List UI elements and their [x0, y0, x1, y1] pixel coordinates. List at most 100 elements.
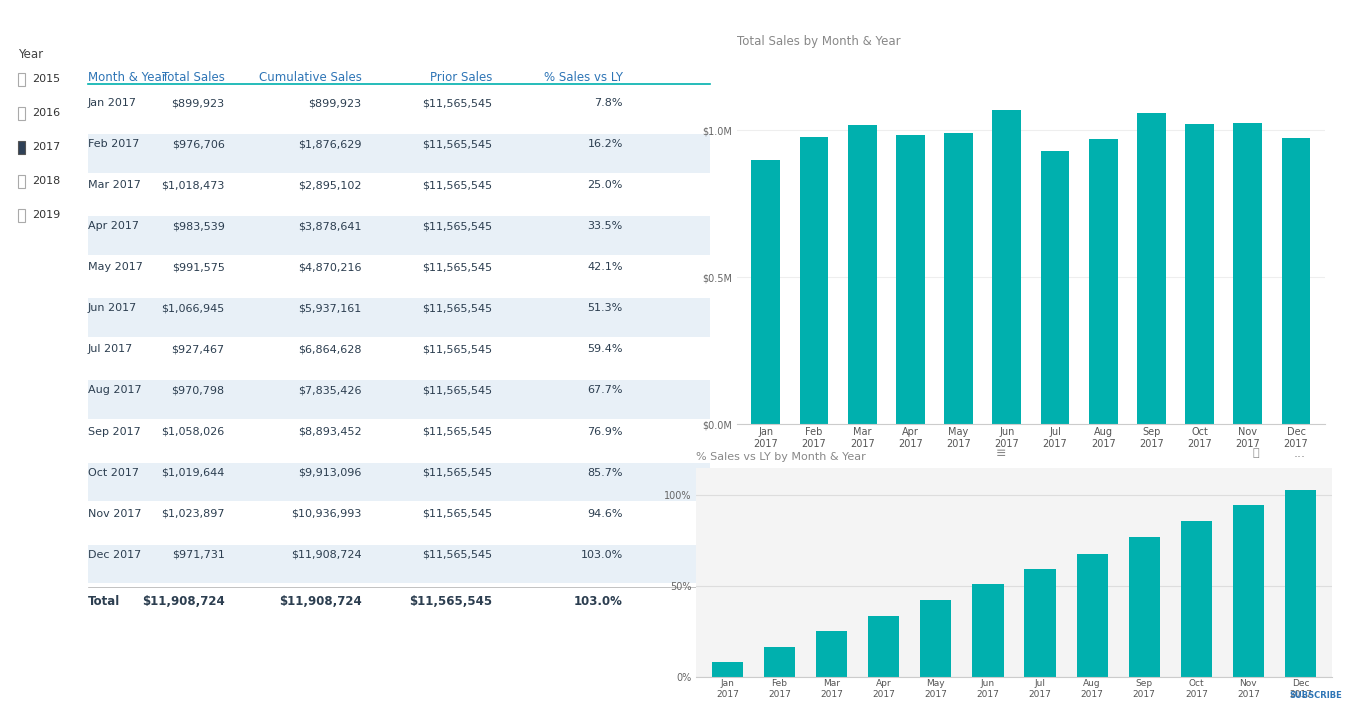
Text: $11,908,724: $11,908,724 [291, 550, 361, 560]
Bar [764, 647, 795, 677]
Bar [18, 209, 24, 221]
Text: $971,731: $971,731 [172, 550, 224, 560]
Bar [1137, 113, 1165, 424]
Bar [817, 631, 848, 677]
Text: 103.0%: 103.0% [573, 595, 623, 607]
Text: $1,876,629: $1,876,629 [297, 139, 361, 149]
Text: Year: Year [18, 48, 43, 61]
Text: % Sales vs LY by Month & Year: % Sales vs LY by Month & Year [696, 452, 867, 462]
Bar [88, 462, 710, 501]
Text: Sep 2017: Sep 2017 [88, 426, 141, 436]
Bar [1076, 554, 1107, 677]
Bar [88, 380, 710, 419]
Text: Mar 2017: Mar 2017 [88, 180, 141, 190]
Bar [88, 298, 710, 337]
Text: Cumulative Sales: Cumulative Sales [258, 71, 361, 84]
Text: Jan 2017: Jan 2017 [88, 98, 137, 108]
Bar [18, 107, 24, 119]
Text: $927,467: $927,467 [172, 344, 224, 354]
Text: $8,893,452: $8,893,452 [297, 426, 361, 436]
Text: $11,565,545: $11,565,545 [422, 550, 492, 560]
Text: 67.7%: 67.7% [587, 385, 623, 395]
Bar [88, 544, 710, 583]
Bar [1180, 521, 1211, 677]
Text: $11,565,545: $11,565,545 [422, 139, 492, 149]
Text: $11,565,545: $11,565,545 [422, 508, 492, 519]
Text: Jul 2017: Jul 2017 [88, 344, 132, 354]
Text: Feb 2017: Feb 2017 [88, 139, 139, 149]
Text: 59.4%: 59.4% [587, 344, 623, 354]
Text: $4,870,216: $4,870,216 [297, 262, 361, 272]
Bar [1284, 490, 1315, 677]
Text: Aug 2017: Aug 2017 [88, 385, 142, 395]
Text: Month & Year: Month & Year [88, 71, 166, 84]
Bar [713, 662, 744, 677]
Text: 2018: 2018 [32, 176, 61, 186]
Text: 25.0%: 25.0% [587, 180, 623, 190]
Text: ⧉: ⧉ [1252, 448, 1259, 458]
Text: $9,913,096: $9,913,096 [299, 467, 361, 478]
Text: $11,565,545: $11,565,545 [410, 595, 492, 607]
Text: Dec 2017: Dec 2017 [88, 550, 141, 560]
Text: $1,066,945: $1,066,945 [161, 303, 224, 313]
Text: $1,058,026: $1,058,026 [161, 426, 224, 436]
Text: SUBSCRIBE: SUBSCRIBE [1290, 691, 1343, 700]
Text: $11,565,545: $11,565,545 [422, 385, 492, 395]
Text: $11,565,545: $11,565,545 [422, 344, 492, 354]
Text: % Sales vs LY: % Sales vs LY [544, 71, 623, 84]
Text: $11,565,545: $11,565,545 [422, 262, 492, 272]
Text: Nov 2017: Nov 2017 [88, 508, 142, 519]
Text: 7.8%: 7.8% [595, 98, 623, 108]
Text: 2016: 2016 [32, 108, 61, 118]
Text: Oct 2017: Oct 2017 [88, 467, 139, 478]
Bar [18, 175, 24, 187]
Text: Prior Sales: Prior Sales [430, 71, 492, 84]
Text: May 2017: May 2017 [88, 262, 143, 272]
Text: $1,019,644: $1,019,644 [161, 467, 224, 478]
Text: 33.5%: 33.5% [588, 221, 623, 231]
Text: $10,936,993: $10,936,993 [291, 508, 361, 519]
Bar [88, 134, 710, 173]
Text: $11,565,545: $11,565,545 [422, 98, 492, 108]
Text: Total Sales: Total Sales [162, 71, 224, 84]
Text: $11,565,545: $11,565,545 [422, 426, 492, 436]
Bar [1088, 139, 1118, 424]
Text: 2019: 2019 [32, 210, 61, 220]
Text: $983,539: $983,539 [172, 221, 224, 231]
Text: 103.0%: 103.0% [580, 550, 623, 560]
Text: $991,575: $991,575 [172, 262, 224, 272]
Text: 2015: 2015 [32, 74, 61, 84]
Text: Total: Total [88, 595, 120, 607]
Bar [848, 124, 876, 424]
Bar [1233, 505, 1264, 677]
Text: $1,023,897: $1,023,897 [161, 508, 224, 519]
Text: Jun 2017: Jun 2017 [88, 303, 137, 313]
Bar [944, 133, 973, 424]
Bar [18, 73, 24, 86]
Text: $1,018,473: $1,018,473 [161, 180, 224, 190]
Text: 76.9%: 76.9% [587, 426, 623, 436]
Text: $11,565,545: $11,565,545 [422, 303, 492, 313]
Text: $5,937,161: $5,937,161 [299, 303, 361, 313]
Text: $976,706: $976,706 [172, 139, 224, 149]
Text: 85.7%: 85.7% [587, 467, 623, 478]
Text: $7,835,426: $7,835,426 [297, 385, 361, 395]
Text: ...: ... [1294, 447, 1306, 460]
Text: $899,923: $899,923 [308, 98, 361, 108]
Bar [896, 135, 925, 424]
Text: $11,908,724: $11,908,724 [279, 595, 361, 607]
Text: $899,923: $899,923 [172, 98, 224, 108]
Bar [972, 583, 1003, 677]
Text: $2,895,102: $2,895,102 [297, 180, 361, 190]
Text: $11,565,545: $11,565,545 [422, 467, 492, 478]
Text: $6,864,628: $6,864,628 [297, 344, 361, 354]
Bar [88, 216, 710, 255]
Bar [1186, 124, 1214, 424]
Text: $970,798: $970,798 [172, 385, 224, 395]
Text: ≡: ≡ [996, 447, 1006, 460]
Text: 94.6%: 94.6% [587, 508, 623, 519]
Bar [1282, 139, 1310, 424]
Bar [1041, 151, 1069, 424]
Bar [752, 160, 780, 424]
Bar [992, 110, 1021, 424]
